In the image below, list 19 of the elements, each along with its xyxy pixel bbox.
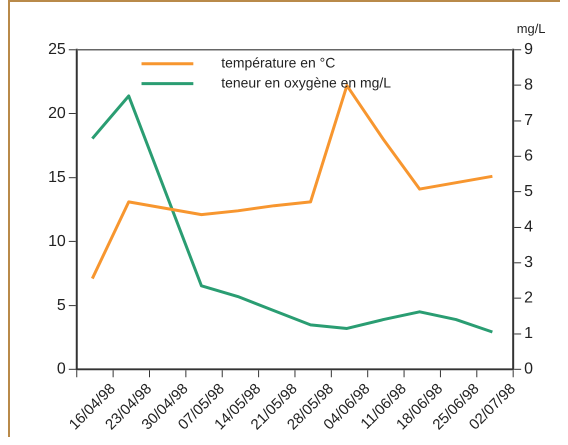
y-tick-label: 10: [48, 232, 66, 250]
y2-tick-label: 6: [524, 148, 534, 165]
y2-tick-label: 9: [524, 41, 534, 58]
y-tick-label: 5: [56, 296, 66, 314]
legend-label: température en °C: [221, 54, 336, 71]
y-tick-label: 25: [48, 41, 66, 58]
legend-label: teneur en oxygène en mg/L: [221, 74, 392, 90]
y2-tick-label: 2: [524, 290, 534, 307]
y-tick-label: 0: [56, 360, 66, 378]
y2-tick-label: 7: [524, 112, 534, 130]
y2-tick-label: 4: [524, 218, 534, 236]
y-tick-label: 20: [48, 105, 66, 122]
y2-axis-title: mg/L: [516, 20, 546, 36]
y2-tick-label: 0: [524, 360, 534, 378]
y2-tick-label: 5: [524, 183, 534, 200]
y2-tick-label: 8: [524, 76, 534, 94]
y2-tick-label: 1: [524, 325, 534, 342]
y2-tick-label: 3: [524, 254, 534, 272]
y-tick-label: 15: [48, 168, 66, 186]
